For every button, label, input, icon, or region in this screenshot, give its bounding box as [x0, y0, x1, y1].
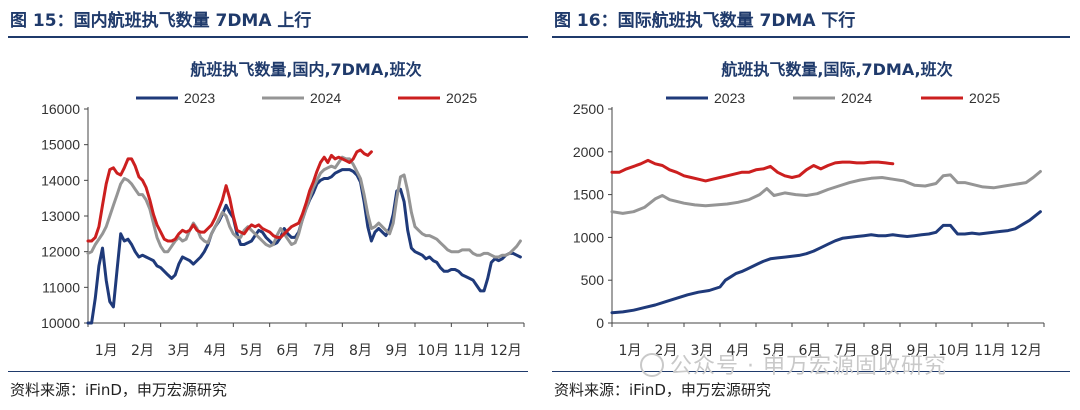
- source-note: 资料来源：iFinD，申万宏源研究: [10, 381, 227, 399]
- y-tick-label: 2000: [573, 144, 604, 160]
- x-tick-label: 5月: [763, 343, 786, 359]
- x-tick-label: 6月: [799, 343, 822, 359]
- x-tick-label: 2月: [655, 343, 678, 359]
- y-tick-label: 14000: [41, 172, 80, 188]
- x-tick-label: 12月: [490, 343, 522, 359]
- y-tick-label: 11000: [42, 279, 80, 295]
- x-tick-label: 7月: [313, 343, 336, 359]
- x-tick-label: 1月: [95, 343, 118, 359]
- x-tick-label: 3月: [167, 343, 190, 359]
- source-divider: [8, 371, 528, 372]
- series-line-2024: [86, 155, 522, 259]
- x-tick-label: 9月: [907, 343, 930, 359]
- x-tick-label: 10月: [938, 343, 970, 359]
- legend-label-2024: 2024: [310, 90, 341, 106]
- right-figure-panel: 图 16：国际航班执飞数量 7DMA 下行 航班执飞数量,国际,7DMA,班次 2…: [544, 0, 1080, 410]
- y-tick-label: 500: [581, 272, 605, 288]
- watermark-text: 公众号 · 申万宏源固收研究: [670, 354, 947, 379]
- x-tick-label: 11月: [454, 343, 486, 359]
- title-divider: [552, 36, 1070, 38]
- x-tick-label: 2月: [131, 343, 154, 359]
- legend-label-2023: 2023: [714, 90, 745, 106]
- figure-title: 图 16：国际航班执飞数量 7DMA 下行: [554, 11, 856, 31]
- x-tick-label: 9月: [385, 343, 408, 359]
- x-tick-label: 3月: [691, 343, 714, 359]
- x-tick-label: 4月: [204, 343, 227, 359]
- y-tick-label: 12000: [41, 244, 80, 260]
- x-tick-label: 7月: [835, 343, 858, 359]
- x-tick-label: 5月: [240, 343, 263, 359]
- x-tick-label: 6月: [276, 343, 299, 359]
- legend-label-2025: 2025: [969, 90, 1000, 106]
- x-tick-label: 8月: [871, 343, 894, 359]
- y-tick-label: 10000: [41, 315, 80, 331]
- y-tick-label: 15000: [41, 137, 80, 153]
- source-divider: [552, 371, 1070, 372]
- chart-title: 航班执飞数量,国内,7DMA,班次: [190, 60, 421, 79]
- legend-label-2025: 2025: [446, 90, 477, 106]
- legend-label-2024: 2024: [841, 90, 872, 106]
- watermark: 公众号 · 申万宏源固收研究: [640, 348, 947, 380]
- figure-title: 图 15：国内航班执飞数量 7DMA 上行: [10, 11, 312, 31]
- international-flights-chart: 航班执飞数量,国际,7DMA,班次 2023 2024 2025 0 500 1000 150…: [573, 60, 1045, 359]
- domestic-flights-chart: 航班执飞数量,国内,7DMA,班次 2023 2024 2025 10000 11000 1…: [41, 60, 525, 359]
- x-tick-label: 4月: [727, 343, 750, 359]
- y-tick-label: 0: [596, 315, 604, 331]
- x-tick-label: 1月: [619, 343, 642, 359]
- legend-label-2023: 2023: [184, 90, 215, 106]
- y-tick-label: 16000: [41, 101, 80, 117]
- chart-title: 航班执飞数量,国际,7DMA,班次: [721, 60, 952, 79]
- x-tick-label: 11月: [974, 343, 1006, 359]
- series-line-2023: [86, 168, 522, 325]
- x-tick-label: 10月: [417, 343, 449, 359]
- x-tick-label: 12月: [1010, 343, 1042, 359]
- y-tick-label: 2500: [573, 101, 604, 117]
- left-figure-panel: 图 15：国内航班执飞数量 7DMA 上行 航班执飞数量,国内,7DMA,班次 2…: [0, 0, 538, 410]
- series-line-2023: [610, 210, 1042, 315]
- x-tick-label: 8月: [349, 343, 372, 359]
- wechat-icon: [640, 353, 664, 377]
- series-line-2024: [610, 170, 1042, 215]
- y-tick-label: 1500: [573, 187, 604, 203]
- y-tick-label: 1000: [573, 229, 604, 245]
- series-line-2025: [86, 148, 373, 243]
- source-note: 资料来源：iFinD，申万宏源研究: [554, 381, 771, 399]
- y-tick-label: 13000: [41, 208, 80, 224]
- title-divider: [8, 36, 528, 38]
- series-line-2025: [610, 158, 895, 183]
